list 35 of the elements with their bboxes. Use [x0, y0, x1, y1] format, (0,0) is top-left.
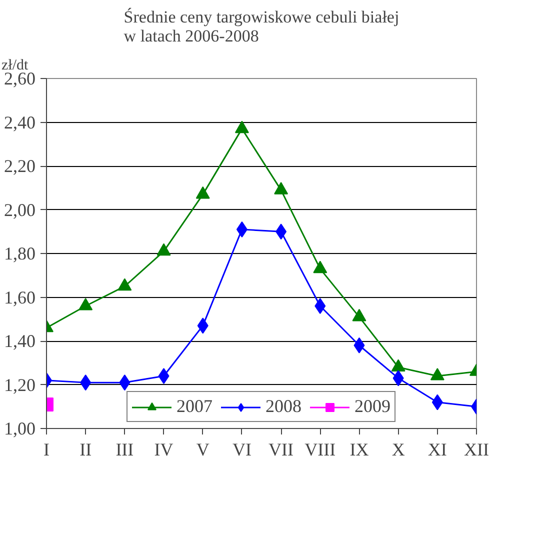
point — [196, 186, 210, 199]
y-tick-label: 2,20 — [4, 156, 36, 176]
x-tick-label: I — [44, 440, 50, 460]
y-tick-label: 1,20 — [4, 374, 36, 395]
y-tick-label: 2,40 — [4, 112, 36, 132]
y-tick-label: 1,60 — [4, 287, 36, 308]
x-tick-label: VIII — [304, 440, 336, 460]
y-tick-label: 1,00 — [4, 418, 36, 438]
x-tick-label: III — [116, 440, 134, 460]
point — [118, 278, 132, 291]
x-tick-label: VI — [232, 440, 252, 460]
chart-title: Średnie ceny targowiskowe cebuli białej w latach 2006-2008 — [124, 8, 400, 46]
y-tick-label: 1,80 — [4, 244, 36, 264]
point — [391, 359, 406, 372]
x-tick-label: V — [196, 440, 210, 460]
legend-label: 2009 — [354, 396, 390, 417]
legend-label: 2007 — [176, 396, 212, 417]
x-tick-label: VII — [268, 440, 294, 460]
point — [78, 298, 93, 310]
x-tick-label: II — [80, 440, 92, 460]
point — [313, 260, 328, 274]
point — [274, 182, 288, 194]
point — [156, 243, 171, 256]
point — [158, 368, 170, 384]
y-tick-label: 2,00 — [4, 200, 36, 220]
y-tick-label: 1,40 — [4, 331, 36, 351]
point — [314, 298, 326, 314]
legend-label: 2008 — [266, 396, 302, 417]
x-tick-label: XII — [464, 440, 490, 460]
point — [352, 308, 366, 322]
x-tick-label: XI — [428, 440, 447, 460]
x-tick-label: X — [392, 440, 405, 460]
x-tick-label: IX — [350, 440, 369, 460]
point — [234, 120, 249, 134]
x-tick-label: IV — [154, 440, 174, 460]
